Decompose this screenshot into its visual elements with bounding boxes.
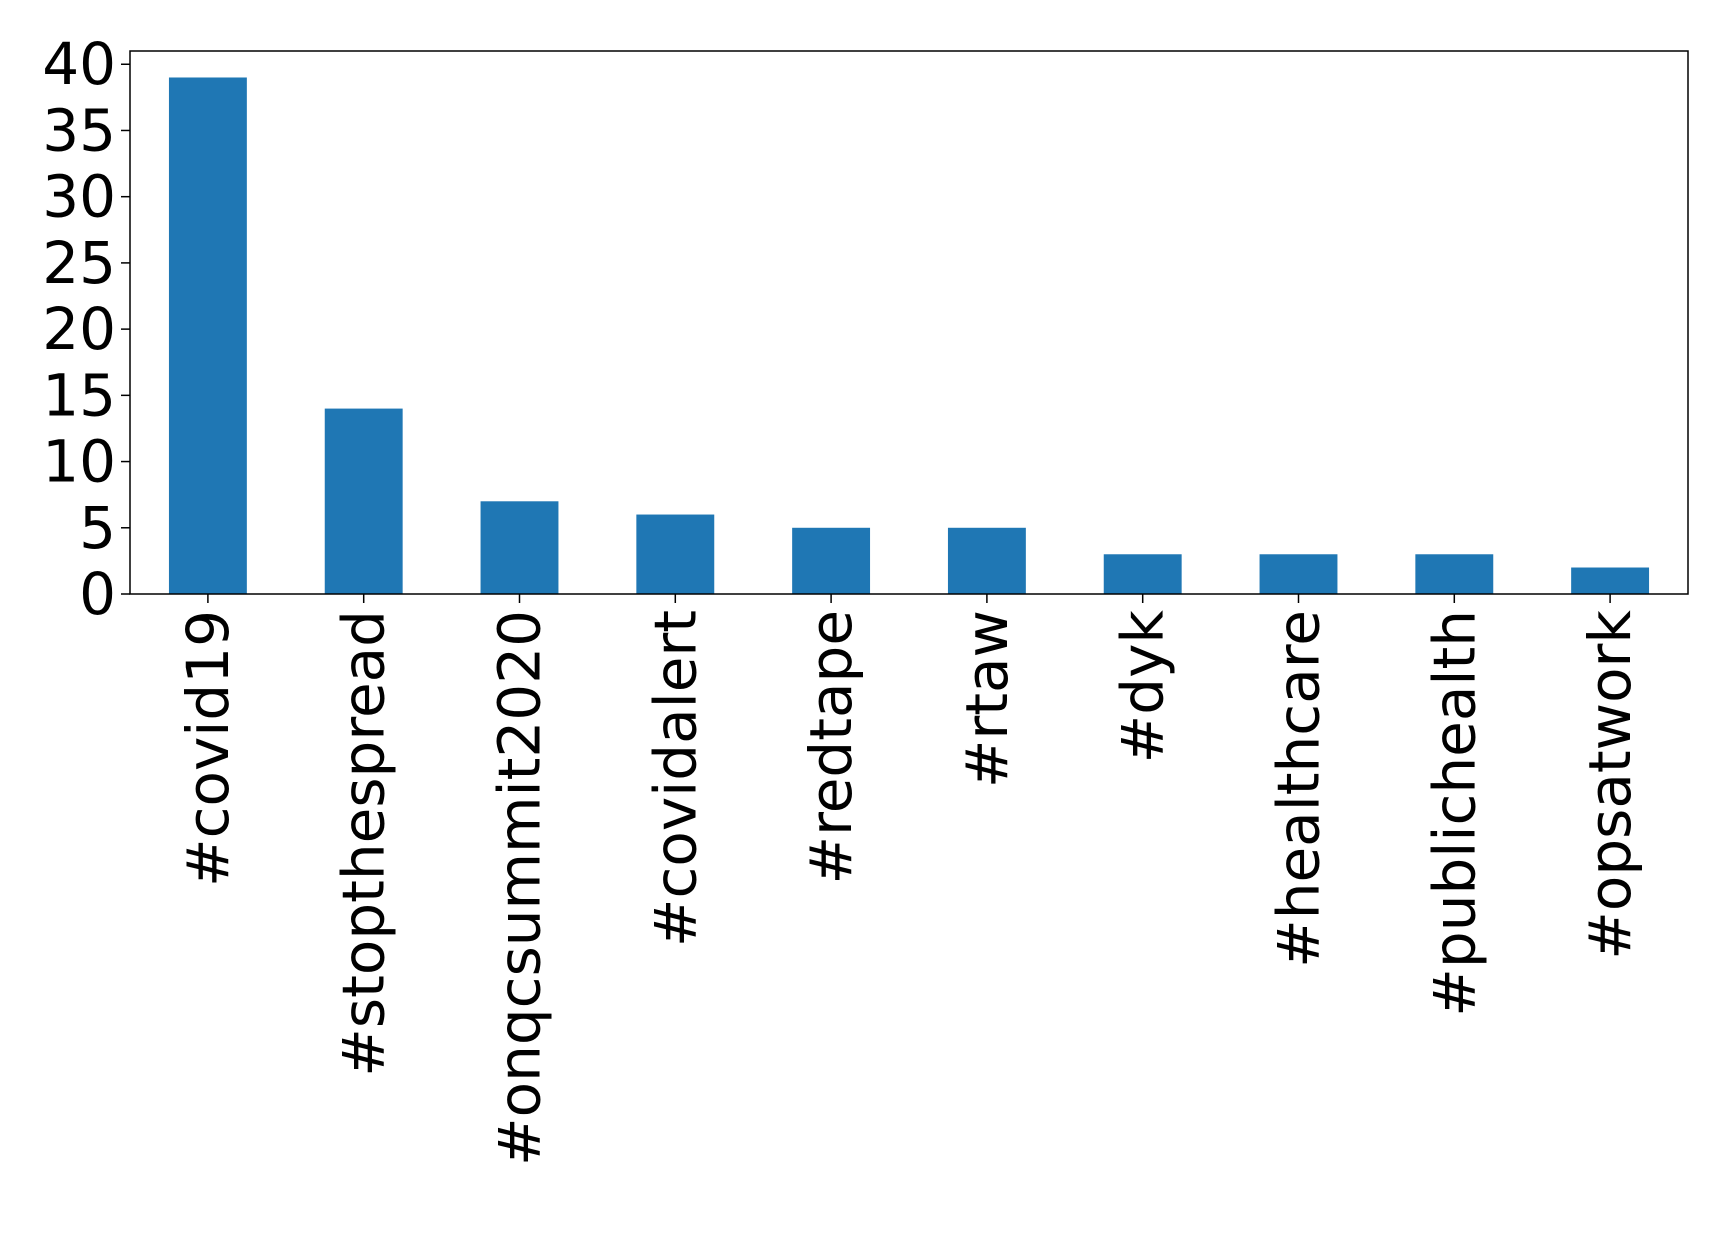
bar-redtape [792, 527, 871, 594]
y-tick-label: 30 [42, 163, 116, 231]
x-tick-label: #rtaw [953, 610, 1021, 788]
y-tick-label: 0 [79, 560, 116, 628]
bar-onqcsummit2020 [480, 501, 559, 594]
bars-group [168, 77, 1650, 595]
y-tick-label: 40 [42, 30, 116, 98]
bar-publichealth [1415, 554, 1494, 594]
x-axis: #covid19 #stopthespread #onqcsummit2020 #co… [174, 594, 1644, 1166]
y-tick-label: 15 [42, 361, 116, 429]
bar-covidalert [636, 514, 715, 594]
y-tick-label: 25 [42, 229, 116, 297]
y-tick-label: 5 [79, 494, 116, 562]
plot-area-frame [129, 50, 1689, 595]
x-tick-label: #covid19 [174, 610, 242, 887]
bar-rtaw [947, 527, 1026, 594]
y-tick-label: 20 [42, 295, 116, 363]
bar-opsatwork [1571, 567, 1650, 594]
bar-healthcare [1259, 554, 1338, 594]
x-tick-label: #publichealth [1420, 610, 1488, 1017]
x-tick-label: #healthcare [1265, 610, 1333, 968]
bar-stopthespread [324, 408, 403, 594]
bar-covid19 [168, 77, 247, 595]
x-tick-label: #covidalert [641, 610, 709, 947]
x-tick-label: #redtape [797, 610, 865, 884]
y-tick-label: 35 [42, 96, 116, 164]
x-tick-label: #stopthespread [330, 610, 398, 1077]
x-tick-label: #dyk [1109, 610, 1177, 764]
x-tick-label: #opsatwork [1576, 610, 1644, 960]
x-tick-label: #onqcsummit2020 [486, 610, 554, 1166]
y-tick-label: 10 [42, 428, 116, 496]
bar-dyk [1103, 554, 1182, 594]
